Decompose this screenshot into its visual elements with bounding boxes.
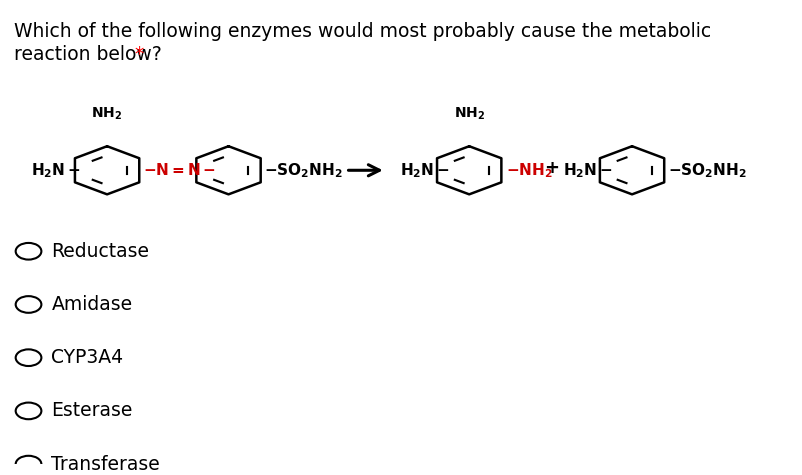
Text: $\mathbf{-SO_2NH_2}$: $\mathbf{-SO_2NH_2}$ xyxy=(264,161,342,180)
Text: Transferase: Transferase xyxy=(51,455,160,474)
Text: $\mathbf{-N=N-}$: $\mathbf{-N=N-}$ xyxy=(143,162,216,178)
Text: $\mathbf{-SO_2NH_2}$: $\mathbf{-SO_2NH_2}$ xyxy=(667,161,747,180)
Text: $\mathbf{+}$: $\mathbf{+}$ xyxy=(544,159,559,177)
Text: Amidase: Amidase xyxy=(51,295,132,314)
Text: CYP3A4: CYP3A4 xyxy=(51,348,124,367)
Text: Esterase: Esterase xyxy=(51,401,132,420)
Text: Reductase: Reductase xyxy=(51,242,149,261)
Text: Which of the following enzymes would most probably cause the metabolic: Which of the following enzymes would mos… xyxy=(14,22,711,41)
Text: $\mathbf{NH_2}$: $\mathbf{NH_2}$ xyxy=(91,105,123,122)
Text: $\mathbf{NH_2}$: $\mathbf{NH_2}$ xyxy=(453,105,484,122)
Text: reaction below?: reaction below? xyxy=(14,45,162,64)
Text: $\mathbf{-NH_2}$: $\mathbf{-NH_2}$ xyxy=(505,161,552,180)
Text: $\mathbf{H_2N-}$: $\mathbf{H_2N-}$ xyxy=(562,161,612,180)
Text: *: * xyxy=(128,45,144,64)
Text: $\mathbf{H_2N-}$: $\mathbf{H_2N-}$ xyxy=(31,161,81,180)
Text: $\mathbf{H_2N-}$: $\mathbf{H_2N-}$ xyxy=(399,161,449,180)
